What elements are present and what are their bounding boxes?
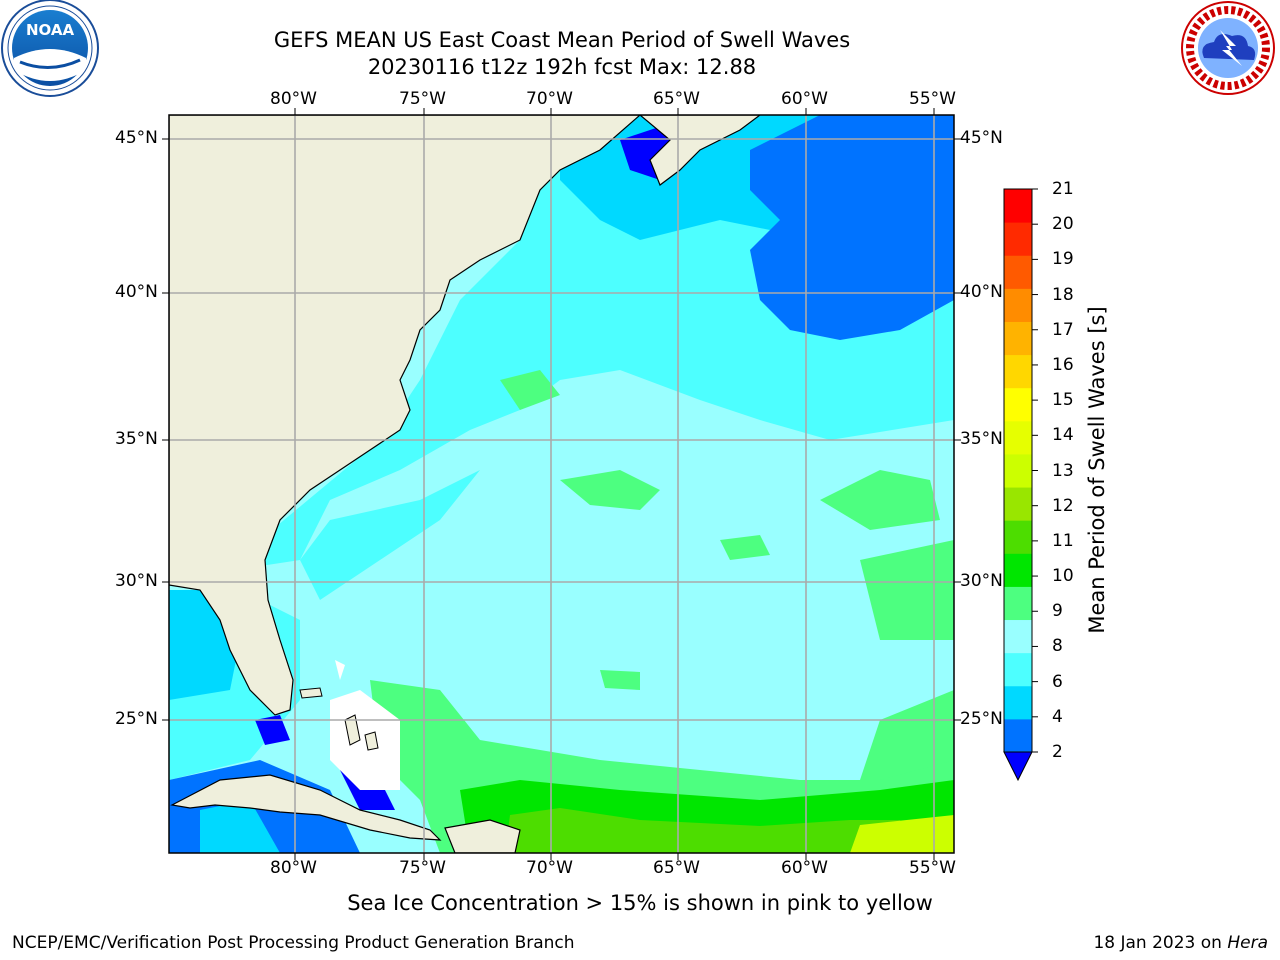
lon-label-top: 55°W — [909, 89, 956, 109]
lon-label-top: 75°W — [399, 89, 446, 109]
colorbar-tick-label: 8 — [1052, 636, 1063, 657]
colorbar-tick-label: 12 — [1052, 495, 1074, 516]
lat-label-left: 45°N — [115, 128, 158, 148]
colorbar-segment — [1004, 619, 1032, 654]
colorbar-segment — [1004, 453, 1032, 488]
colorbar-segment — [1004, 321, 1032, 356]
colorbar-segment — [1004, 222, 1032, 256]
colorbar-segment — [1004, 652, 1032, 687]
colorbar-tick-label: 9 — [1052, 601, 1063, 622]
colorbar-tick-label: 6 — [1052, 671, 1063, 692]
lon-label-top: 80°W — [270, 89, 317, 109]
lon-label-bottom: 60°W — [781, 858, 828, 878]
colorbar-segment — [1004, 189, 1032, 223]
lat-label-right: 25°N — [960, 709, 1003, 729]
chart-subtitle: 20230116 t12z 192h fcst Max: 12.88 — [367, 55, 757, 79]
lat-label-left: 35°N — [115, 429, 158, 449]
map-frame — [168, 114, 955, 854]
lon-label-top: 70°W — [526, 89, 573, 109]
colorbar-tick-label: 2 — [1052, 742, 1063, 762]
colorbar-segment — [1004, 420, 1032, 455]
colorbar-tick-label: 19 — [1052, 249, 1074, 270]
lat-label-right: 40°N — [960, 282, 1003, 302]
lat-label-left: 25°N — [115, 709, 158, 729]
colorbar-tick-label: 4 — [1052, 706, 1063, 727]
colorbar-tick-label: 13 — [1052, 460, 1074, 481]
nws-logo — [1181, 1, 1275, 95]
colorbar-segment — [1004, 685, 1032, 720]
lon-label-bottom: 75°W — [399, 858, 446, 878]
colorbar-segment — [1004, 553, 1032, 587]
colorbar-tick-label: 11 — [1052, 530, 1074, 551]
lon-label-top: 65°W — [653, 89, 700, 109]
colorbar-segment — [1004, 718, 1032, 753]
footer-credit: NCEP/EMC/Verification Post Processing Pr… — [12, 933, 575, 953]
sea-ice-note: Sea Ice Concentration > 15% is shown in … — [347, 891, 933, 915]
colorbar-tick-label: 17 — [1052, 319, 1074, 340]
lat-label-left: 40°N — [115, 282, 158, 302]
colorbar-tick-label: 14 — [1052, 425, 1074, 446]
lat-label-right: 45°N — [960, 128, 1003, 148]
lon-label-bottom: 80°W — [270, 858, 317, 878]
footer-host: Hera — [1227, 933, 1268, 953]
noaa-logo: NOAA — [1, 0, 99, 97]
lon-label-bottom: 55°W — [909, 858, 956, 878]
footer-date: 18 Jan 2023 on Hera — [1093, 932, 1268, 954]
colorbar — [1003, 188, 1038, 782]
colorbar-tick-label: 16 — [1052, 354, 1074, 375]
colorbar-segment — [1004, 354, 1032, 389]
colorbar-tick-label: 18 — [1052, 284, 1074, 305]
lon-label-bottom: 65°W — [653, 858, 700, 878]
colorbar-tick-label: 15 — [1052, 390, 1074, 411]
footer-date-text: 18 Jan 2023 on — [1093, 933, 1228, 953]
chart-title: GEFS MEAN US East Coast Mean Period of S… — [273, 28, 851, 52]
lat-label-right: 35°N — [960, 429, 1003, 449]
colorbar-segment — [1004, 288, 1032, 322]
colorbar-segment — [1004, 255, 1032, 289]
map-area — [169, 115, 954, 853]
noaa-logo-text: NOAA — [26, 21, 75, 39]
colorbar-segment — [1004, 487, 1032, 521]
lat-label-right: 30°N — [960, 571, 1003, 591]
colorbar-label: Mean Period of Swell Waves [s] — [1085, 306, 1109, 634]
colorbar-segment — [1004, 520, 1032, 554]
lon-label-bottom: 70°W — [526, 858, 573, 878]
map-ticks — [162, 108, 961, 860]
colorbar-segment — [1004, 387, 1032, 422]
colorbar-under-arrow — [1003, 751, 1033, 782]
colorbar-segment — [1004, 586, 1032, 621]
colorbar-tick-label: 10 — [1052, 566, 1074, 587]
lon-label-top: 60°W — [781, 89, 828, 109]
lat-label-left: 30°N — [115, 571, 158, 591]
colorbar-tick-label: 20 — [1052, 214, 1074, 235]
colorbar-tick-label: 21 — [1052, 179, 1074, 199]
